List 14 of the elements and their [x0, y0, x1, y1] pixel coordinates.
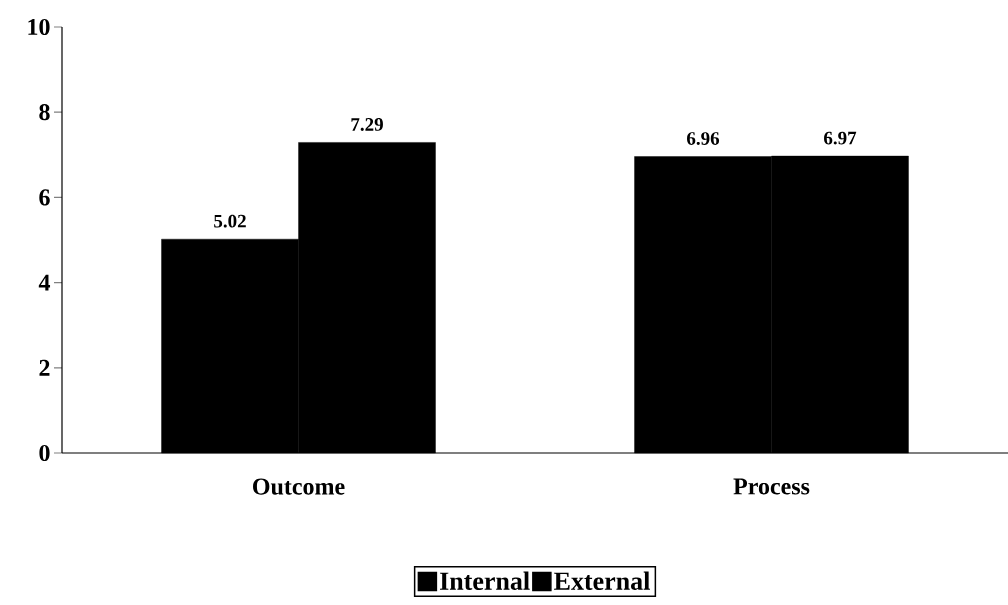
y-tick-label: 2: [39, 359, 50, 376]
x-tick-label: Outcome: [253, 478, 345, 495]
x-tick-label: Process: [733, 478, 810, 495]
y-tick-label: 4: [38, 274, 51, 291]
data-label: 6.97: [824, 131, 857, 145]
legend-label: External: [554, 571, 650, 590]
y-tick-label: 10: [28, 18, 50, 36]
y-tick-label: 8: [39, 104, 50, 121]
y-tick-label: 0: [39, 444, 50, 462]
data-label: 6.96: [687, 132, 720, 145]
data-label: 5.02: [214, 214, 246, 228]
data-label: 7.29: [351, 118, 383, 131]
legend-label: Internal: [440, 571, 530, 590]
y-tick-label: 6: [39, 189, 50, 206]
